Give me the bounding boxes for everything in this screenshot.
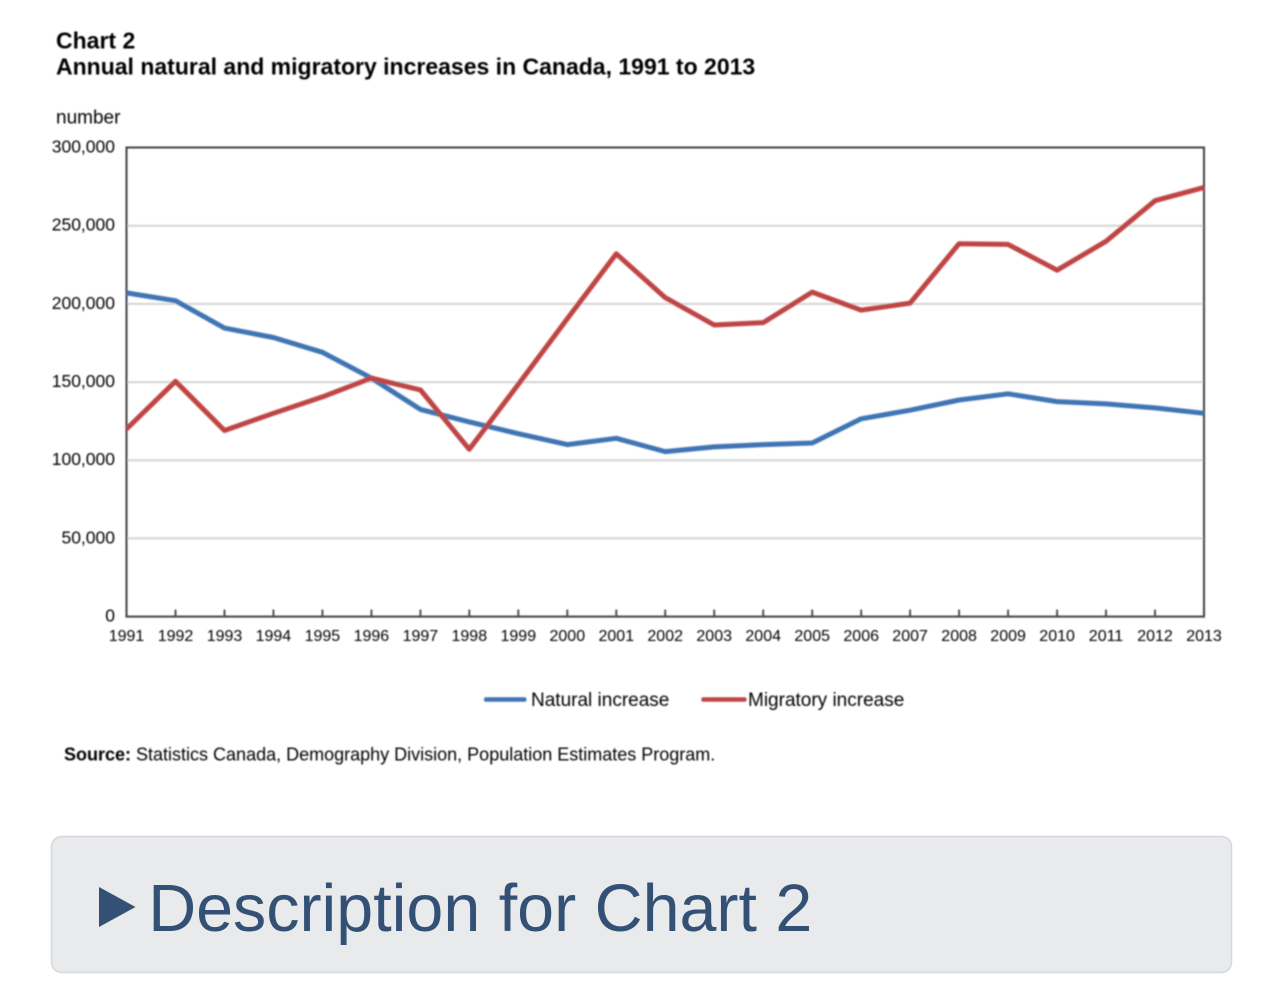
svg-text:2012: 2012 [1137, 628, 1173, 645]
svg-text:2010: 2010 [1039, 628, 1075, 645]
svg-text:2008: 2008 [941, 628, 977, 645]
svg-text:Annual natural and migratory i: Annual natural and migratory increases i… [56, 54, 755, 80]
svg-text:2007: 2007 [892, 628, 928, 645]
svg-text:0: 0 [105, 606, 115, 626]
svg-text:1999: 1999 [501, 628, 537, 645]
svg-text:2003: 2003 [696, 628, 732, 645]
svg-text:1996: 1996 [354, 628, 390, 645]
svg-text:200,000: 200,000 [52, 293, 116, 313]
svg-text:1993: 1993 [207, 628, 243, 645]
svg-text:2009: 2009 [990, 628, 1026, 645]
svg-text:250,000: 250,000 [52, 215, 116, 235]
svg-text:2011: 2011 [1089, 628, 1124, 645]
svg-text:1994: 1994 [256, 628, 292, 645]
svg-text:Migratory increase: Migratory increase [748, 690, 904, 711]
svg-text:2005: 2005 [794, 628, 830, 645]
svg-text:2002: 2002 [647, 628, 683, 645]
svg-text:150,000: 150,000 [52, 371, 116, 391]
svg-text:1997: 1997 [403, 628, 439, 645]
svg-text:2001: 2001 [599, 628, 635, 645]
svg-text:Source: Statistics Canada, Dem: Source: Statistics Canada, Demography Di… [64, 745, 715, 765]
svg-text:2000: 2000 [550, 628, 586, 645]
svg-text:Description for Chart 2: Description for Chart 2 [148, 872, 812, 946]
svg-text:50,000: 50,000 [61, 527, 115, 547]
svg-text:300,000: 300,000 [52, 137, 116, 157]
svg-text:2004: 2004 [745, 628, 781, 645]
svg-text:Chart 2: Chart 2 [56, 28, 135, 54]
svg-text:1992: 1992 [158, 628, 194, 645]
svg-text:100,000: 100,000 [52, 449, 116, 469]
svg-text:1991: 1991 [109, 628, 145, 645]
svg-text:number: number [56, 108, 121, 129]
svg-text:2006: 2006 [843, 628, 879, 645]
svg-text:2013: 2013 [1186, 628, 1222, 645]
svg-text:Natural increase: Natural increase [531, 690, 669, 711]
svg-text:1998: 1998 [452, 628, 488, 645]
svg-text:1995: 1995 [305, 628, 341, 645]
